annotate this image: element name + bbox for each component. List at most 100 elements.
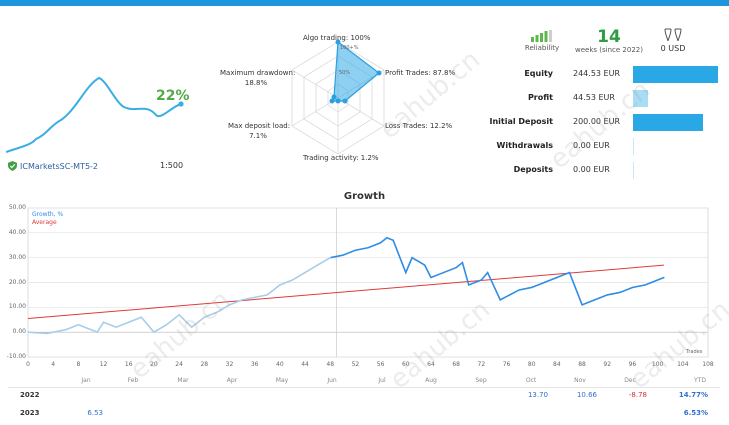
month-label: Oct [525, 377, 537, 384]
x-tick-label: 44 [301, 361, 309, 368]
growth-point [430, 276, 432, 279]
month-label: May [275, 377, 289, 384]
x-tick-label: 100 [651, 361, 664, 368]
x-tick-label: 60 [401, 361, 410, 368]
average-line [27, 264, 664, 320]
legend-growth: Growth, % [32, 211, 64, 218]
trades-axis-label: Trades [686, 349, 703, 355]
radar-ring-100: 100+% [340, 45, 359, 51]
radar-max-drawdown: Maximum drawdown: 18.8% [220, 69, 296, 87]
growth-point [531, 286, 533, 289]
usd-block: 0 USD [655, 28, 691, 53]
y-tick-label: 0.00 [12, 328, 26, 336]
x-tick-label: 96 [628, 361, 637, 368]
growth-point [316, 264, 319, 266]
growth-point [644, 284, 646, 286]
growth-chart [27, 207, 709, 358]
growth-point [228, 304, 231, 306]
account-row-bar [633, 114, 703, 131]
growth-point [468, 284, 470, 286]
x-tick-label: 108 [702, 361, 714, 368]
x-tick-label: 68 [452, 361, 460, 368]
x-tick-label: 32 [225, 361, 234, 368]
account-row-value: 44.53 EUR [573, 93, 615, 102]
growth-point [241, 299, 243, 301]
broker-server[interactable]: ICMarketsSC-MT5-2 [8, 161, 98, 171]
reliability-bars-icon [531, 30, 552, 42]
ytd-return-cell: 6.53% [683, 409, 708, 417]
broker-name: ICMarketsSC-MT5-2 [20, 161, 99, 171]
growth-point [543, 281, 545, 284]
growth-point [216, 311, 218, 313]
month-return-cell: 13.70 [527, 391, 548, 399]
growth-point [442, 271, 445, 274]
month-label: Jan [81, 377, 91, 384]
table-divider [8, 387, 720, 388]
y-tick-label: 10.00 [8, 303, 26, 311]
growth-point [153, 331, 155, 333]
account-row-value: 0.00 EUR [573, 165, 610, 174]
growth-point [291, 279, 294, 281]
growth-point [65, 328, 67, 331]
radar-loss-trades: Loss Trades: 12.2% [385, 122, 453, 130]
account-row-bar [633, 90, 649, 107]
growth-point [405, 271, 407, 274]
growth-point [486, 271, 489, 274]
growth-point [342, 254, 344, 256]
x-tick-label: 4 [51, 361, 56, 368]
subscribers-icon [664, 28, 682, 42]
month-label: Nov [574, 377, 586, 384]
x-tick-label: 20 [150, 361, 158, 368]
growth-point [663, 276, 665, 279]
radar-profit-trades: Profit Trades: 87.8% [385, 69, 456, 77]
month-label: Apr [226, 377, 238, 384]
shield-check-icon [8, 161, 17, 171]
growth-point [140, 316, 143, 318]
growth-point [304, 271, 306, 274]
top-accent-bar [0, 0, 729, 6]
growth-point [556, 276, 558, 279]
growth-point [178, 314, 180, 316]
ytd-return-cell: 14.77% [678, 391, 708, 399]
year-label: 2023 [20, 409, 40, 417]
growth-point [650, 281, 653, 284]
y-tick-label: 40.00 [8, 228, 26, 236]
growth-point [253, 296, 256, 299]
account-row-label: Deposits [513, 165, 553, 174]
y-tick-label: -10.00 [6, 353, 26, 360]
month-label: Feb [127, 377, 139, 384]
growth-point [593, 299, 596, 301]
growth-point [606, 294, 608, 296]
account-row-value: 244.53 EUR [573, 69, 621, 78]
growth-point [46, 332, 48, 335]
account-row-value: 0.00 EUR [573, 141, 610, 150]
gain-percent: 22% [156, 88, 190, 104]
x-tick-label: 24 [175, 361, 183, 368]
growth-point [115, 326, 117, 328]
y-tick-label: 20.00 [8, 278, 26, 286]
year-label: 2022 [20, 391, 40, 399]
growth-point [354, 249, 357, 251]
growth-point [191, 326, 193, 328]
account-row-value: 200.00 EUR [573, 117, 621, 126]
account-row-bar [633, 138, 634, 155]
x-tick-label: 40 [276, 361, 284, 368]
x-tick-label: 92 [603, 361, 612, 368]
x-tick-label: 104 [677, 361, 689, 368]
usd-value: 0 USD [660, 44, 686, 53]
growth-point [203, 316, 205, 318]
x-tick-label: 84 [553, 361, 561, 368]
growth-point [499, 299, 501, 301]
reliability-block: Reliability [520, 30, 564, 52]
month-label: Jun [327, 377, 337, 384]
month-return-cell: 6.53 [87, 409, 103, 417]
growth-point [411, 256, 413, 259]
y-tick-label: 30.00 [8, 253, 26, 261]
account-row-label: Withdrawals [496, 141, 553, 150]
account-row-label: Equity [524, 69, 553, 78]
x-tick-label: 80 [527, 361, 536, 368]
month-label: Jul [378, 377, 386, 384]
growth-point [581, 304, 583, 306]
x-tick-label: 48 [326, 361, 335, 368]
month-return-cell: -8.78 [628, 391, 647, 399]
